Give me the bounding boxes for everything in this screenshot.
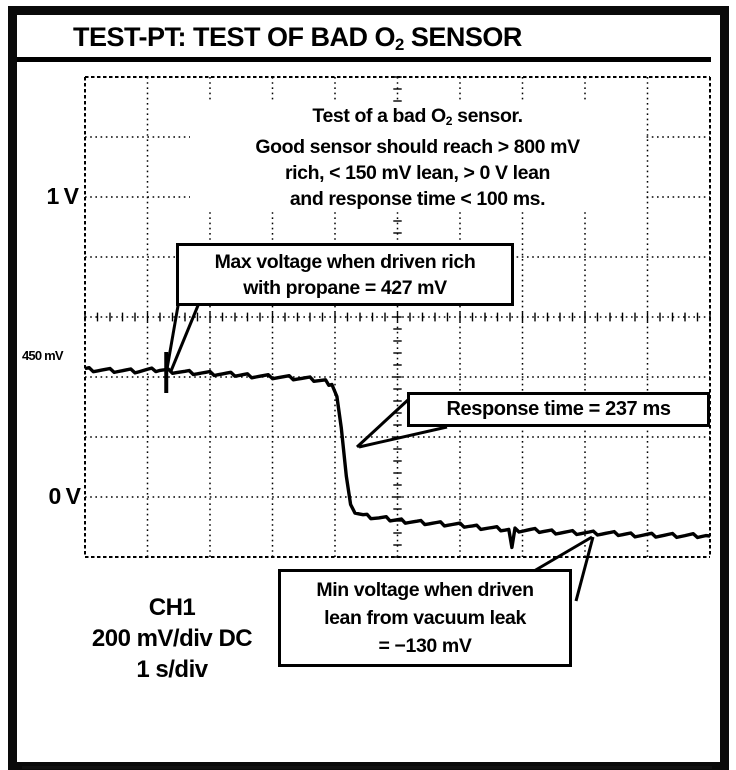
note-line-3: rich, < 150 mV lean, > 0 V lean <box>284 162 551 185</box>
note-line-1-pre: Test of a bad O <box>312 105 446 127</box>
callout-response-time: Response time = 237 ms <box>407 392 710 427</box>
test-criteria-note: Test of a bad O2 sensor. Good sensor sho… <box>190 103 645 213</box>
o2-sensor-trace <box>84 366 711 550</box>
note-line-1-subscript: 2 <box>445 114 453 129</box>
title-subscript: 2 <box>395 35 404 55</box>
channel-settings: CH1 200 mV/div DC 1 s/div <box>57 592 287 685</box>
callout-min-line-1: Min voltage when driven <box>316 579 534 601</box>
note-line-1-post: sensor. <box>452 105 523 127</box>
callout-max-line-1: Max voltage when driven rich <box>214 251 476 273</box>
y-axis-label-0v: 0 V <box>48 483 81 509</box>
y-axis-label-1v: 1 V <box>46 183 79 209</box>
channel-volts-per-div: 200 mV/div DC <box>91 625 253 652</box>
title-bar: TEST-PT: TEST OF BAD O2 SENSOR <box>17 15 711 62</box>
title-text-pre: TEST-PT: TEST OF BAD O <box>73 22 396 52</box>
note-line-2: Good sensor should reach > 800 mV <box>255 136 580 159</box>
note-line-4: and response time < 100 ms. <box>289 188 546 211</box>
note-line-1: Test of a bad O2 sensor. <box>190 103 645 134</box>
scan-artifact-line <box>22 766 712 769</box>
page-title: TEST-PT: TEST OF BAD O2 SENSOR <box>73 22 522 55</box>
callout-max-voltage: Max voltage when driven rich with propan… <box>176 243 514 306</box>
callout-min-line-2: lean from vacuum leak <box>324 607 526 629</box>
callout-min-voltage: Min voltage when driven lean from vacuum… <box>278 569 572 667</box>
channel-time-per-div: 1 s/div <box>136 656 208 683</box>
callout-max-line-2: with propane = 427 mV <box>243 277 447 299</box>
callout-response-label: Response time = 237 ms <box>446 398 671 420</box>
channel-name: CH1 <box>148 594 196 621</box>
trace-level-label-450mv: 450 mV <box>22 348 64 363</box>
title-text-post: SENSOR <box>403 22 523 52</box>
callout-min-line-3: = −130 mV <box>378 635 472 657</box>
